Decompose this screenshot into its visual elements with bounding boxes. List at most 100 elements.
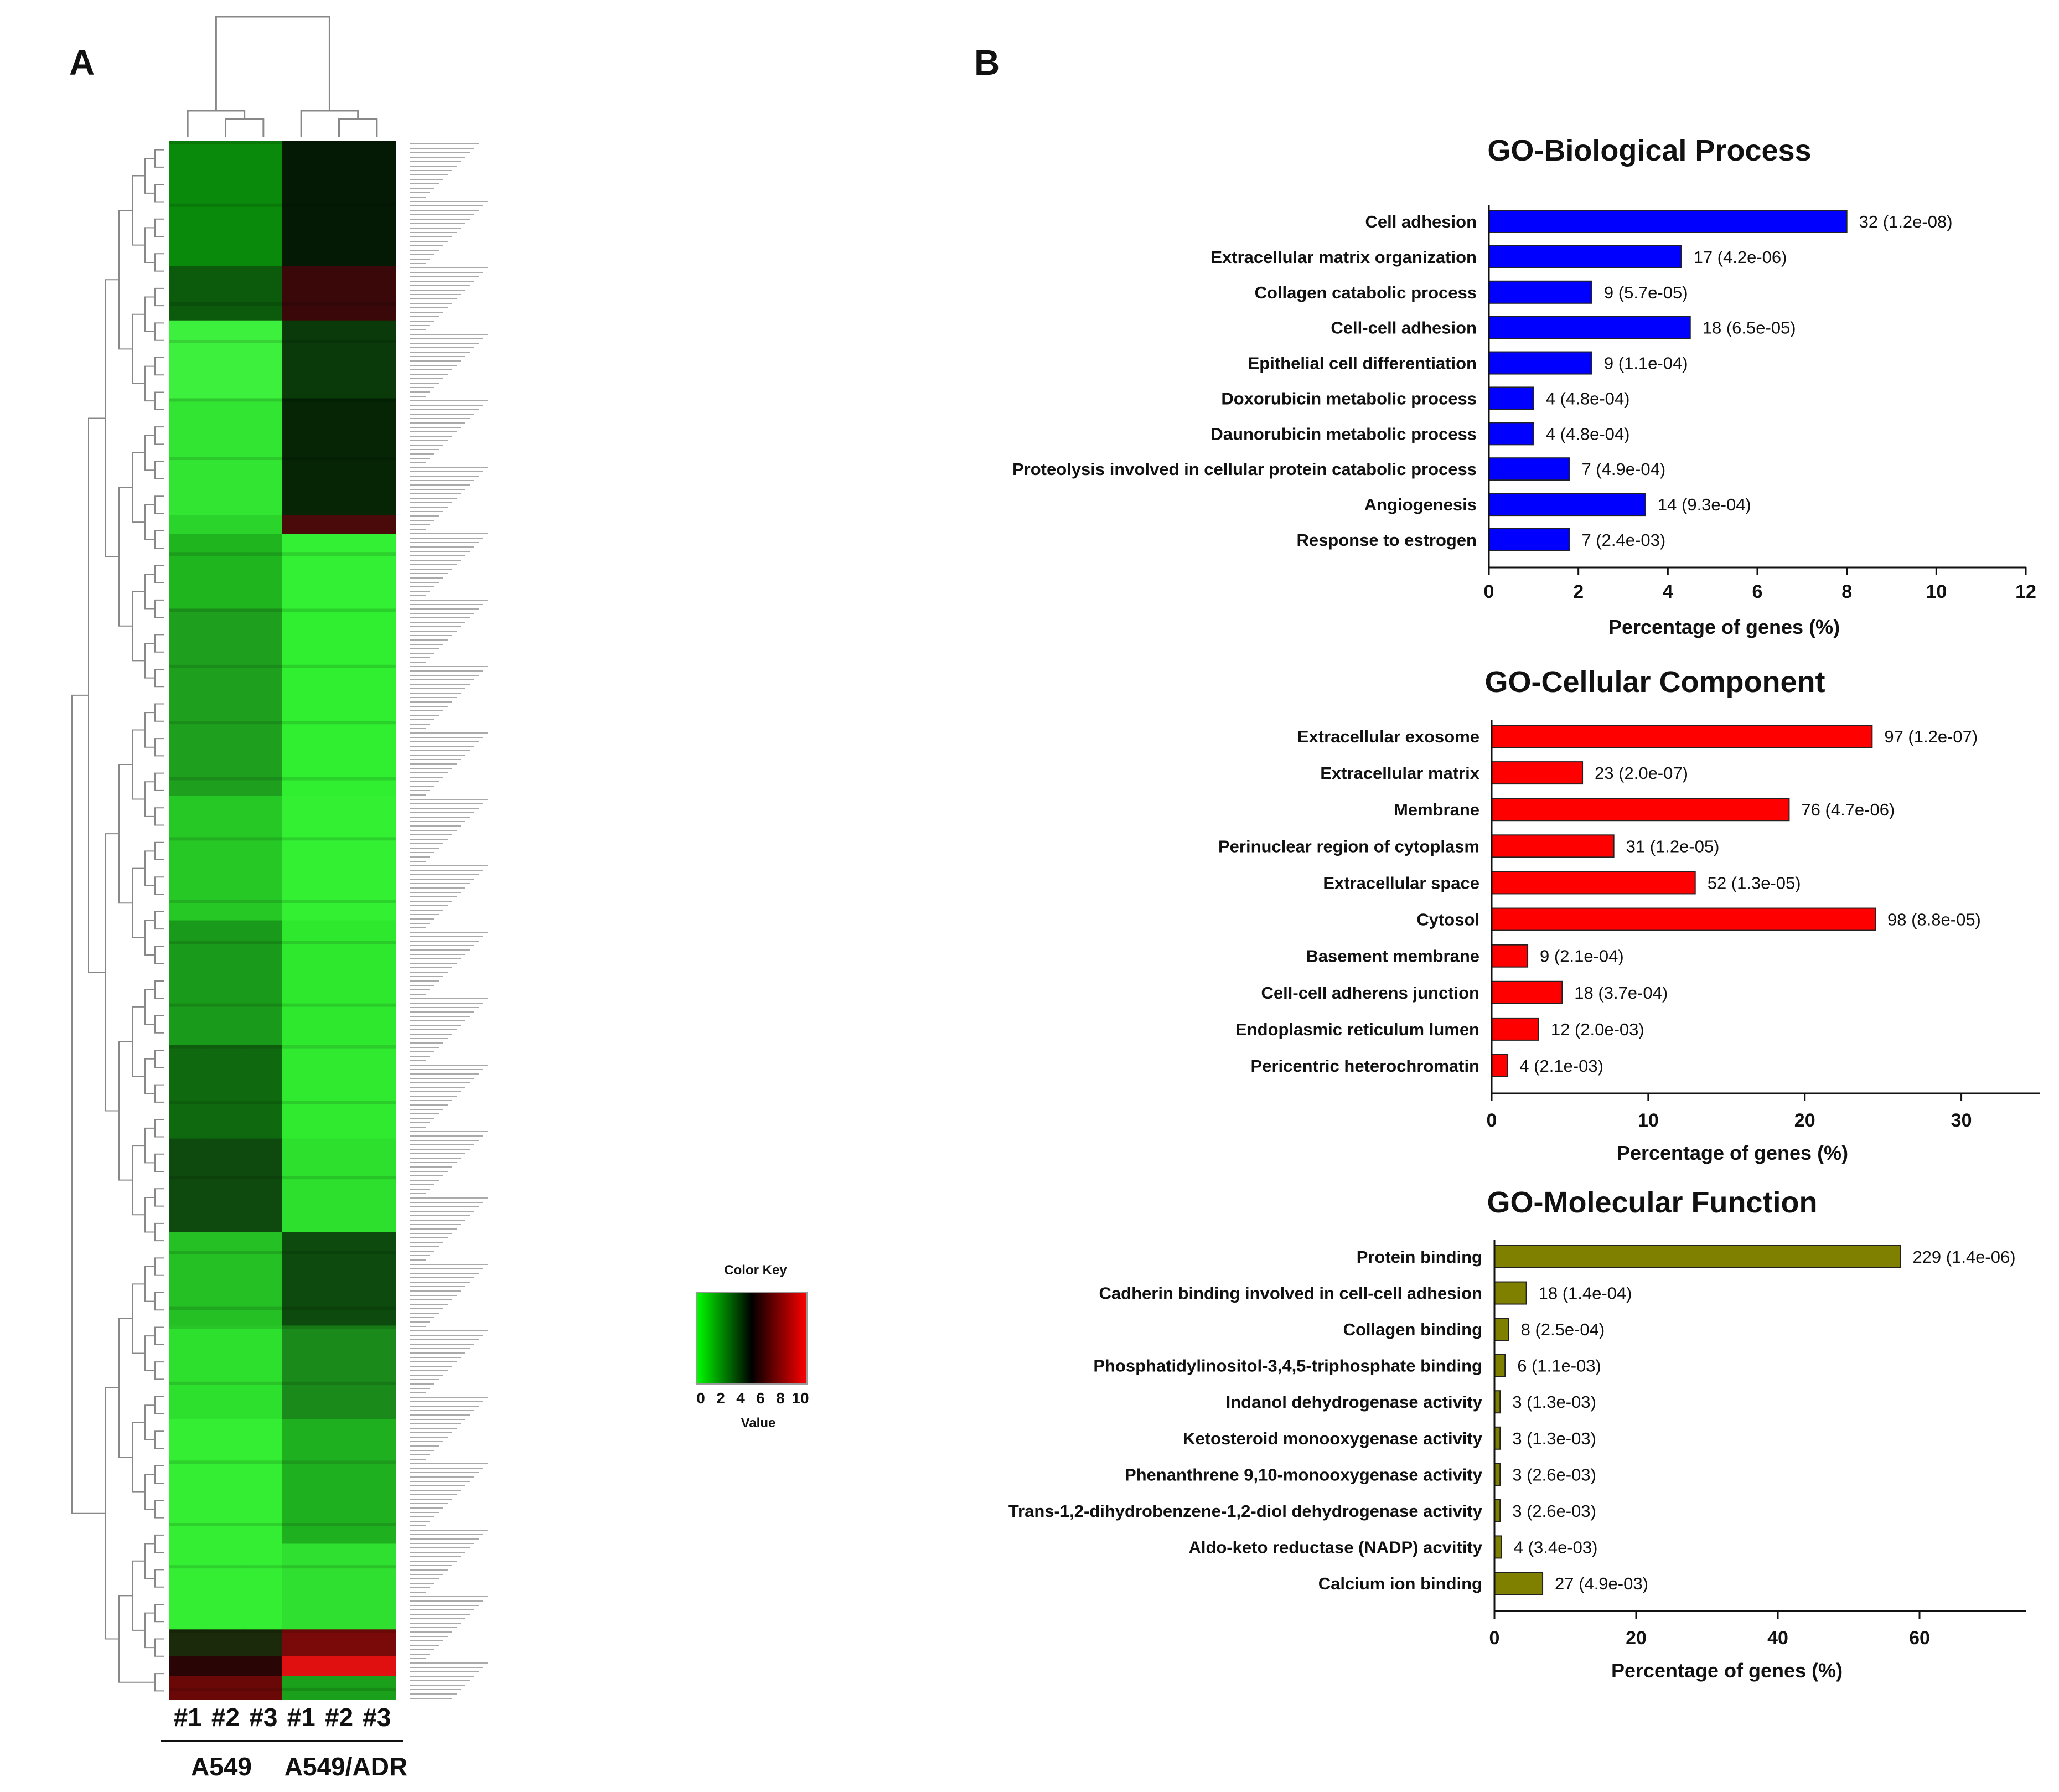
bar — [1491, 980, 1563, 1004]
bar — [1491, 907, 1876, 931]
heatmap-band — [169, 1522, 396, 1526]
dendrogram-branch — [144, 227, 155, 263]
column-dendrogram — [187, 16, 378, 137]
dendrogram-branch — [154, 1015, 164, 1034]
heatmap-band — [169, 1325, 396, 1329]
dendrogram-branch — [154, 1638, 164, 1657]
dendrogram-branch — [154, 1153, 164, 1173]
category-label: Extracellular space — [1323, 873, 1479, 892]
bar — [1494, 1245, 1901, 1268]
heatmap-cell — [320, 266, 359, 321]
data-label: 98 (8.8e-05) — [1887, 910, 1981, 929]
heatmap-cell — [244, 1325, 283, 1419]
dendrogram-branch — [154, 1084, 164, 1103]
dendrogram-branch — [132, 313, 145, 384]
bar — [1488, 316, 1691, 339]
color-key-tick: 6 — [756, 1390, 765, 1407]
data-label: 18 (3.7e-04) — [1574, 983, 1668, 1003]
heatmap-cell — [358, 1419, 396, 1544]
dendrogram-branch — [144, 1266, 155, 1302]
chart-title: GO-Cellular Component — [1484, 665, 1825, 699]
data-label: 27 (4.9e-03) — [1555, 1574, 1648, 1593]
bar — [1494, 1354, 1506, 1377]
heatmap-cell — [320, 1232, 359, 1326]
heatmap-cell — [320, 534, 359, 609]
data-label: 18 (6.5e-05) — [1703, 318, 1796, 338]
bar — [1491, 1054, 1508, 1077]
heatmap-band — [169, 1381, 396, 1385]
heatmap-cell — [206, 266, 245, 321]
panel-label-b: B — [974, 43, 1000, 82]
go-bar-charts: GO-Biological Process Cell adhesion 32 (1.… — [1008, 134, 2040, 1682]
heatmap-cell — [320, 1419, 359, 1544]
heatmap-cell — [358, 920, 396, 1046]
dendrogram-branch — [132, 1145, 145, 1216]
dendrogram-branch — [154, 391, 164, 410]
dendrogram-branch — [338, 118, 378, 137]
data-label: 3 (1.3e-03) — [1512, 1392, 1596, 1412]
bar — [1488, 210, 1848, 233]
dendrogram-branch — [154, 253, 164, 272]
bar — [1488, 245, 1682, 268]
dendrogram-branch — [105, 1387, 119, 1640]
dendrogram-branch — [144, 296, 155, 333]
category-label: Phosphatidylinositol-3,4,5-triphosphate … — [1093, 1356, 1482, 1376]
heatmap-cell — [320, 1629, 359, 1656]
heatmap-band — [169, 1306, 396, 1310]
heatmap-cell — [358, 1325, 396, 1419]
dendrogram-branch — [154, 1396, 164, 1414]
heatmap-cell — [206, 608, 245, 796]
data-label: 18 (1.4e-04) — [1539, 1284, 1632, 1303]
data-label: 31 (1.2e-05) — [1626, 836, 1720, 856]
category-label: Protein binding — [1357, 1247, 1482, 1267]
category-label: Trans-1,2-dihydrobenzene-1,2-diol dehydr… — [1008, 1501, 1483, 1521]
category-label: Cadherin binding involved in cell-cell a… — [1099, 1284, 1482, 1303]
dendrogram-branch — [144, 1404, 155, 1440]
heatmap-cell — [320, 320, 359, 399]
dendrogram-branch — [154, 668, 164, 688]
data-label: 4 (4.8e-04) — [1546, 424, 1630, 443]
heatmap-cell — [206, 1045, 245, 1139]
bar — [1491, 871, 1696, 895]
heatmap-cell — [206, 1325, 245, 1419]
data-label: 7 (4.9e-04) — [1582, 459, 1666, 479]
dendrogram-branch — [154, 1569, 164, 1588]
heatmap-cell — [282, 1045, 320, 1139]
heatmap-cell — [358, 1232, 396, 1326]
dendrogram-branch — [154, 149, 164, 168]
heatmap-cell — [169, 1232, 207, 1326]
dendrogram-branch — [71, 694, 105, 1514]
heatmap-band — [169, 1460, 396, 1464]
heatmap-cell — [244, 320, 283, 399]
heatmap-cell — [244, 1676, 283, 1700]
x-tick-label: 10 — [1926, 581, 1947, 602]
bar — [1488, 386, 1534, 410]
heatmap-cell — [282, 1232, 320, 1326]
heatmap-cell — [282, 1138, 320, 1232]
heatmap-cell — [358, 515, 396, 534]
category-label: Extracellular matrix organization — [1210, 247, 1477, 267]
dendrogram-branch — [105, 833, 119, 1112]
dendrogram-branch — [144, 643, 155, 679]
category-label: Pericentric heterochromatin — [1251, 1056, 1479, 1076]
heatmap-cell — [169, 1325, 207, 1419]
heatmap-cell — [320, 1045, 359, 1139]
heatmap-cell — [169, 1543, 207, 1630]
heatmap-cell — [358, 796, 396, 921]
heatmap-cell — [206, 1656, 245, 1677]
dendrogram-branch — [154, 1603, 164, 1623]
dendrogram-branch — [154, 807, 164, 826]
category-label: Collagen binding — [1343, 1320, 1482, 1339]
heatmap-cell — [358, 1045, 396, 1139]
dendrogram-branch — [118, 1318, 133, 1458]
data-label: 4 (4.8e-04) — [1546, 389, 1630, 408]
heatmap-band — [169, 608, 396, 612]
x-axis-title: Percentage of genes (%) — [1608, 616, 1840, 638]
heatmap-cell — [206, 1676, 245, 1700]
heatmap-cell — [320, 1543, 359, 1630]
data-label: 8 (2.5e-04) — [1521, 1320, 1605, 1339]
x-axis-title: Percentage of genes (%) — [1611, 1659, 1843, 1682]
heatmap-cell — [244, 1045, 283, 1139]
heatmap-band — [169, 339, 396, 343]
heatmap-cell — [169, 796, 207, 921]
